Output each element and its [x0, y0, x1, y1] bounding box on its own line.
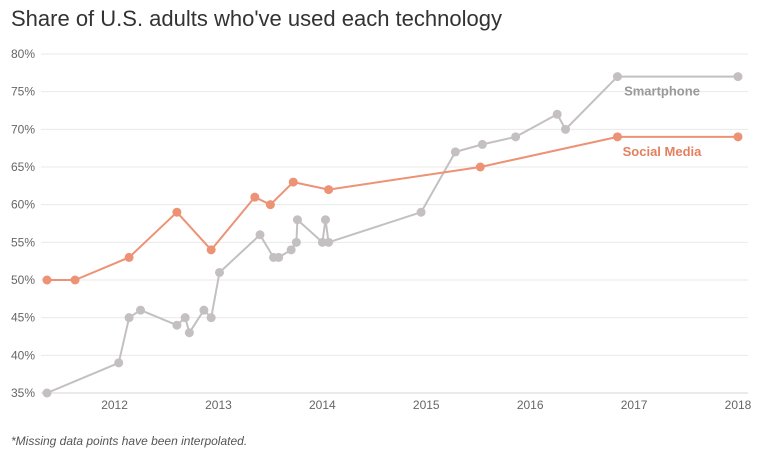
social-media-point	[612, 132, 622, 142]
social-media-point	[42, 275, 52, 285]
social-media-point	[172, 207, 182, 217]
smartphone-point	[255, 230, 265, 240]
y-axis-ticks: 35% 40% 45% 50% 55% 60% 65% 70% 75% 80%	[11, 47, 35, 400]
chart-title: Share of U.S. adults who've used each te…	[11, 6, 502, 31]
y-tick-label: 75%	[11, 85, 35, 99]
grid-lines	[41, 53, 748, 394]
smartphone-point	[274, 252, 284, 262]
smartphone-point	[180, 313, 190, 323]
smartphone-point	[124, 313, 134, 323]
line-chart: 35%40%45%50%55%60%65%70%75%80% 2012 2013 2…	[11, 47, 752, 412]
social-media-point	[265, 200, 275, 210]
smartphone-point	[511, 132, 521, 142]
y-tick-label: 55%	[11, 235, 35, 249]
social-media-point	[206, 245, 216, 255]
smartphone-point	[136, 305, 146, 315]
series-lines	[46, 75, 738, 394]
x-tick-label: 2012	[101, 398, 128, 412]
x-tick-label: 2013	[205, 398, 232, 412]
y-tick-label: 45%	[11, 311, 35, 325]
y-tick-label: 80%	[11, 47, 35, 61]
smartphone-point	[416, 207, 426, 217]
smartphone-point	[114, 358, 124, 368]
footnote: *Missing data points have been interpola…	[11, 434, 248, 448]
smartphone-point	[286, 245, 296, 255]
social-media-series-label: Social Media	[623, 144, 703, 159]
smartphone-line	[46, 75, 738, 394]
y-tick-label: 65%	[11, 160, 35, 174]
x-tick-label: 2017	[621, 398, 648, 412]
smartphone-series-label: Smartphone	[624, 84, 700, 99]
smartphone-point	[320, 215, 330, 225]
social-media-point	[324, 185, 334, 195]
social-media-point	[124, 252, 134, 262]
y-tick-label: 70%	[11, 122, 35, 136]
smartphone-point	[214, 267, 224, 277]
social-media-point	[733, 132, 743, 142]
smartphone-point	[206, 313, 216, 323]
smartphone-point	[561, 124, 571, 134]
smartphone-point	[172, 320, 182, 330]
y-tick-label: 35%	[11, 386, 35, 400]
social-media-point	[288, 177, 298, 187]
y-tick-label: 50%	[11, 273, 35, 287]
y-tick-label: 40%	[11, 348, 35, 362]
x-tick-label: 2018	[725, 398, 752, 412]
data-points	[42, 72, 743, 398]
smartphone-point	[291, 237, 301, 247]
smartphone-point	[292, 215, 302, 225]
smartphone-point	[324, 237, 334, 247]
x-axis-ticks: 2012 2013 2014 2015 2016 2017 2018	[101, 398, 751, 412]
smartphone-point	[199, 305, 209, 315]
social-media-point	[475, 162, 485, 172]
smartphone-point	[450, 147, 460, 157]
smartphone-point	[42, 388, 52, 398]
smartphone-point	[317, 237, 327, 247]
smartphone-point	[552, 109, 562, 119]
series-labels: Smartphone Social Media	[623, 84, 703, 159]
smartphone-point	[477, 139, 487, 149]
x-tick-label: 2015	[413, 398, 440, 412]
x-tick-label: 2016	[517, 398, 544, 412]
social-media-point	[250, 192, 260, 202]
social-media-line	[47, 135, 738, 281]
smartphone-point	[612, 72, 622, 82]
smartphone-point	[184, 328, 194, 338]
social-media-point	[70, 275, 80, 285]
y-tick-label: 60%	[11, 198, 35, 212]
smartphone-point	[733, 72, 743, 82]
x-tick-label: 2014	[309, 398, 336, 412]
